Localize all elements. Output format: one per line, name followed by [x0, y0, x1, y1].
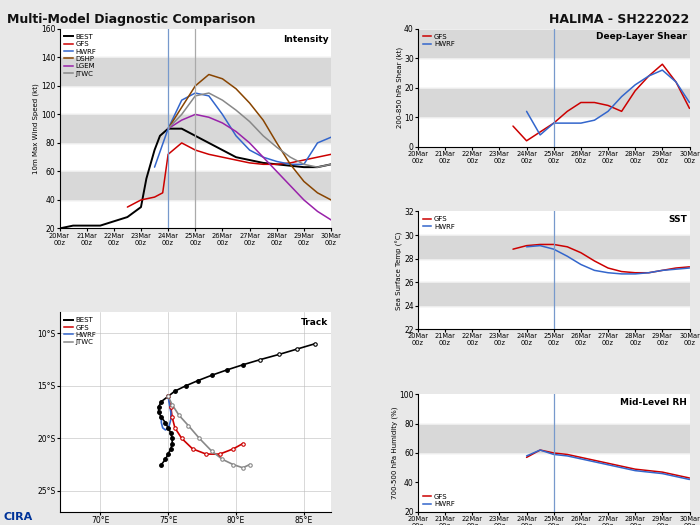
Legend: GFS, HWRF: GFS, HWRF [421, 215, 456, 231]
Text: SST: SST [668, 215, 687, 224]
Legend: GFS, HWRF: GFS, HWRF [421, 33, 456, 48]
Y-axis label: Sea Surface Temp (°C): Sea Surface Temp (°C) [395, 231, 402, 310]
Bar [60, 172, 331, 200]
Legend: BEST, GFS, HWRF, JTWC: BEST, GFS, HWRF, JTWC [63, 316, 98, 346]
Text: Mid-Level RH: Mid-Level RH [620, 397, 687, 406]
Text: HALIMA - SH222022: HALIMA - SH222022 [550, 13, 690, 26]
Y-axis label: 10m Max Wind Speed (kt): 10m Max Wind Speed (kt) [33, 83, 39, 174]
Bar [418, 235, 690, 259]
Bar [418, 424, 690, 453]
Text: Intensity: Intensity [283, 35, 328, 44]
Bar [60, 57, 331, 86]
Legend: BEST, GFS, HWRF, DSHP, LGEM, JTWC: BEST, GFS, HWRF, DSHP, LGEM, JTWC [63, 33, 98, 78]
Text: Multi-Model Diagnostic Comparison: Multi-Model Diagnostic Comparison [7, 13, 256, 26]
Text: Deep-Layer Shear: Deep-Layer Shear [596, 33, 687, 41]
Bar [60, 114, 331, 143]
Legend: GFS, HWRF: GFS, HWRF [421, 492, 456, 508]
Text: Track: Track [301, 318, 328, 327]
Bar [418, 88, 690, 117]
Text: CIRA: CIRA [4, 512, 33, 522]
Y-axis label: 700-500 hPa Humidity (%): 700-500 hPa Humidity (%) [391, 407, 398, 499]
Y-axis label: 200-850 hPa Shear (kt): 200-850 hPa Shear (kt) [396, 47, 402, 128]
Bar [418, 282, 690, 306]
Bar [418, 29, 690, 58]
